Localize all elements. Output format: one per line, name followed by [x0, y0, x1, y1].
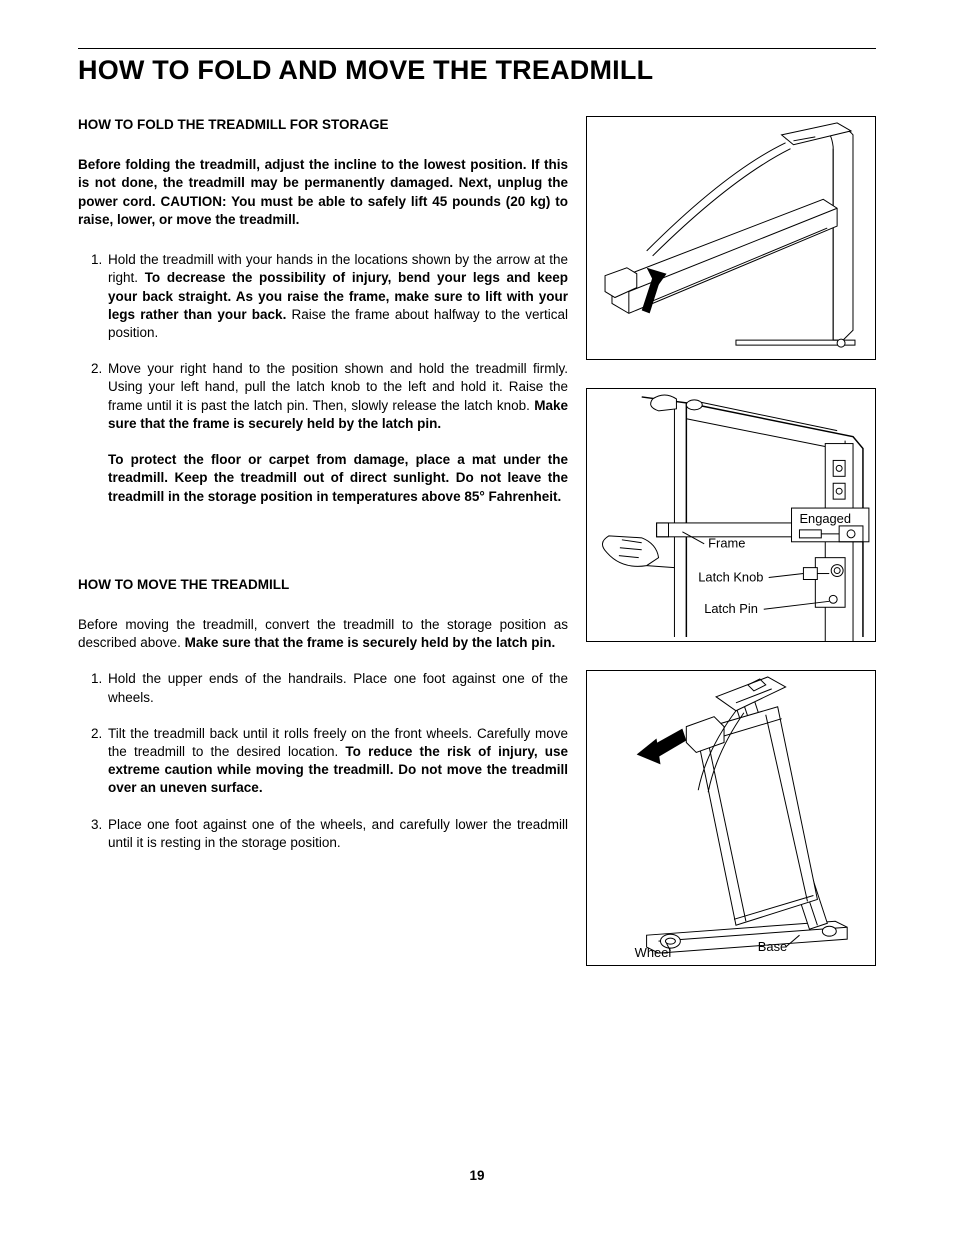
move-steps: Hold the upper ends of the handrails. Pl… — [78, 670, 568, 852]
label-latch-pin: Latch Pin — [704, 601, 758, 616]
page-number: 19 — [0, 1168, 954, 1183]
move-step-1: Hold the upper ends of the handrails. Pl… — [106, 670, 568, 706]
figure-move: Wheel Base — [586, 670, 876, 966]
step-sub: To protect the floor or carpet from dama… — [108, 451, 568, 506]
label-frame: Frame — [708, 536, 745, 551]
fold-steps: Hold the treadmill with your hands in th… — [78, 251, 568, 506]
text-column: HOW TO FOLD THE TREADMILL FOR STORAGE Be… — [78, 116, 568, 966]
step-text: Place one foot against one of the wheels… — [108, 817, 568, 850]
label-base: Base — [758, 939, 787, 954]
top-rule — [78, 48, 876, 49]
move-step-2: Tilt the treadmill back until it rolls f… — [106, 725, 568, 798]
move-step-3: Place one foot against one of the wheels… — [106, 816, 568, 852]
fold-step-2: Move your right hand to the position sho… — [106, 360, 568, 506]
section1-lead: Before folding the treadmill, adjust the… — [78, 156, 568, 229]
section2-heading: HOW TO MOVE THE TREADMILL — [78, 576, 568, 594]
label-engaged: Engaged — [799, 511, 851, 526]
section2-lead: Before moving the treadmill, convert the… — [78, 616, 568, 652]
fold-step-1: Hold the treadmill with your hands in th… — [106, 251, 568, 342]
step-text: Move your right hand to the position sho… — [108, 361, 568, 412]
section1-heading: HOW TO FOLD THE TREADMILL FOR STORAGE — [78, 116, 568, 134]
label-latch-knob: Latch Knob — [698, 569, 763, 584]
label-wheel: Wheel — [635, 945, 672, 960]
content-columns: HOW TO FOLD THE TREADMILL FOR STORAGE Be… — [78, 116, 876, 966]
figure-latch: Engaged Frame Latch Knob Latch Pin — [586, 388, 876, 642]
step-text: Hold the upper ends of the handrails. Pl… — [108, 671, 568, 704]
lead-bold: Make sure that the frame is securely hel… — [185, 635, 556, 650]
figure-column: Engaged Frame Latch Knob Latch Pin — [586, 116, 876, 966]
figure-fold-lift — [586, 116, 876, 360]
page-title: HOW TO FOLD AND MOVE THE TREADMILL — [78, 55, 876, 86]
